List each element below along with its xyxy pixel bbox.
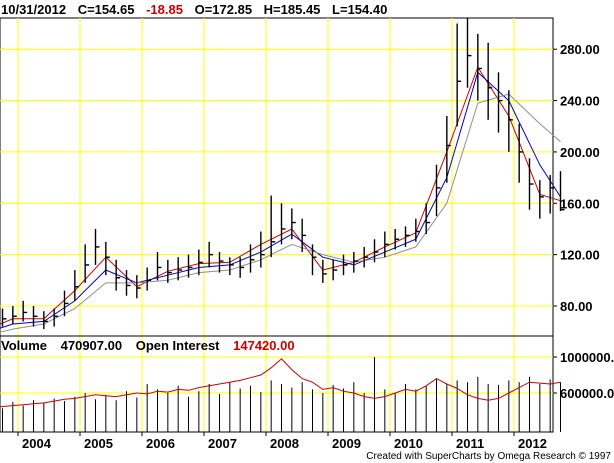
x-tick-label: 2010 <box>394 436 423 451</box>
price-bar <box>280 203 286 245</box>
price-bar <box>549 175 555 214</box>
price-bar <box>518 123 524 183</box>
x-tick-label: 2005 <box>84 436 113 451</box>
x-tick-label: 2006 <box>146 436 175 451</box>
price-tick-label: 240.00 <box>560 94 600 109</box>
price-bar <box>353 252 358 273</box>
price-bar <box>94 228 100 265</box>
price-bar <box>342 254 348 276</box>
volume-header: Volume 470907.00 Open Interest 147420.00 <box>1 338 305 353</box>
price-bar <box>384 231 389 258</box>
price-bar <box>404 226 410 247</box>
quote-header: 10/31/2012 C=154.65 -18.85 O=172.85 H=18… <box>1 2 395 17</box>
price-bar <box>425 203 431 235</box>
price-bar <box>198 249 203 276</box>
credit-line: Created with SuperCharts by Omega Resear… <box>366 451 611 462</box>
price-bar <box>559 171 565 211</box>
price-bar <box>301 218 307 253</box>
price-bar <box>208 241 214 268</box>
x-tick-label: 2004 <box>22 436 52 451</box>
price-bar <box>539 180 544 219</box>
plot-frame <box>0 17 554 433</box>
price-bar <box>136 275 141 299</box>
price-bar <box>332 259 338 281</box>
price-bar <box>446 115 451 183</box>
price-bar <box>508 90 513 152</box>
price-bar <box>477 33 482 101</box>
quote-low: L=154.40 <box>332 2 388 17</box>
price-bar <box>373 239 379 263</box>
ma-slow-line <box>0 93 561 333</box>
price-bar <box>528 158 534 210</box>
volume-label: Volume <box>1 338 47 353</box>
ma-mid-line <box>0 71 561 329</box>
price-bar <box>322 259 327 283</box>
quote-open: O=172.85 <box>194 2 253 17</box>
ma-fast-line <box>0 66 561 325</box>
price-bar <box>84 244 90 283</box>
price-tick-label: 80.00 <box>560 299 593 314</box>
open-interest-label: Open Interest <box>135 338 220 353</box>
price-bar <box>74 270 79 301</box>
price-bar <box>260 231 265 268</box>
volume-tick-label: 1000000.00 <box>560 350 614 365</box>
quote-close: C=154.65 <box>77 2 135 17</box>
price-bar <box>187 254 193 278</box>
price-bar <box>435 164 441 217</box>
x-tick-label: 2007 <box>208 436 237 451</box>
quote-high: H=185.45 <box>263 2 321 17</box>
price-bar <box>32 306 38 327</box>
price-bar <box>270 195 276 258</box>
price-bar <box>156 252 162 281</box>
price-bar <box>363 246 369 268</box>
price-tick-label: 160.00 <box>560 196 600 211</box>
x-tick-label: 2012 <box>518 436 547 451</box>
x-tick-label: 2009 <box>332 436 361 451</box>
price-bar <box>249 244 255 273</box>
price-bar <box>239 257 245 278</box>
open-interest-line <box>0 358 561 408</box>
price-bar <box>456 23 462 127</box>
price-bar <box>146 267 152 291</box>
price-bar <box>394 228 400 250</box>
x-tick-label: 2011 <box>456 436 484 451</box>
open-interest-value: 147420.00 <box>233 338 295 353</box>
price-bar <box>218 252 224 273</box>
x-tick-label: 2008 <box>270 436 299 451</box>
price-bar <box>415 218 420 242</box>
price-bar <box>177 257 183 281</box>
quote-date: 10/31/2012 <box>1 2 67 17</box>
price-bar <box>497 72 503 133</box>
price-bar <box>63 290 69 317</box>
price-bar <box>487 42 493 120</box>
price-bar <box>167 259 172 283</box>
price-bar <box>12 306 17 324</box>
price-bar <box>291 208 296 240</box>
price-tick-label: 280.00 <box>560 42 600 57</box>
price-bar <box>43 311 48 330</box>
price-bar <box>22 300 28 322</box>
volume-tick-label: 600000.00 <box>560 386 614 401</box>
price-tick-label: 120.00 <box>560 248 600 263</box>
price-bar <box>125 270 131 296</box>
price-bar <box>105 241 110 276</box>
price-tick-label: 200.00 <box>560 145 600 160</box>
price-bar <box>311 244 317 276</box>
price-bar <box>1 308 7 327</box>
price-bar <box>229 257 234 276</box>
quote-change: -18.85 <box>146 2 183 17</box>
price-bar <box>53 308 59 327</box>
price-bar <box>115 259 121 291</box>
volume-value: 470907.00 <box>60 338 123 353</box>
price-bar <box>466 18 472 88</box>
